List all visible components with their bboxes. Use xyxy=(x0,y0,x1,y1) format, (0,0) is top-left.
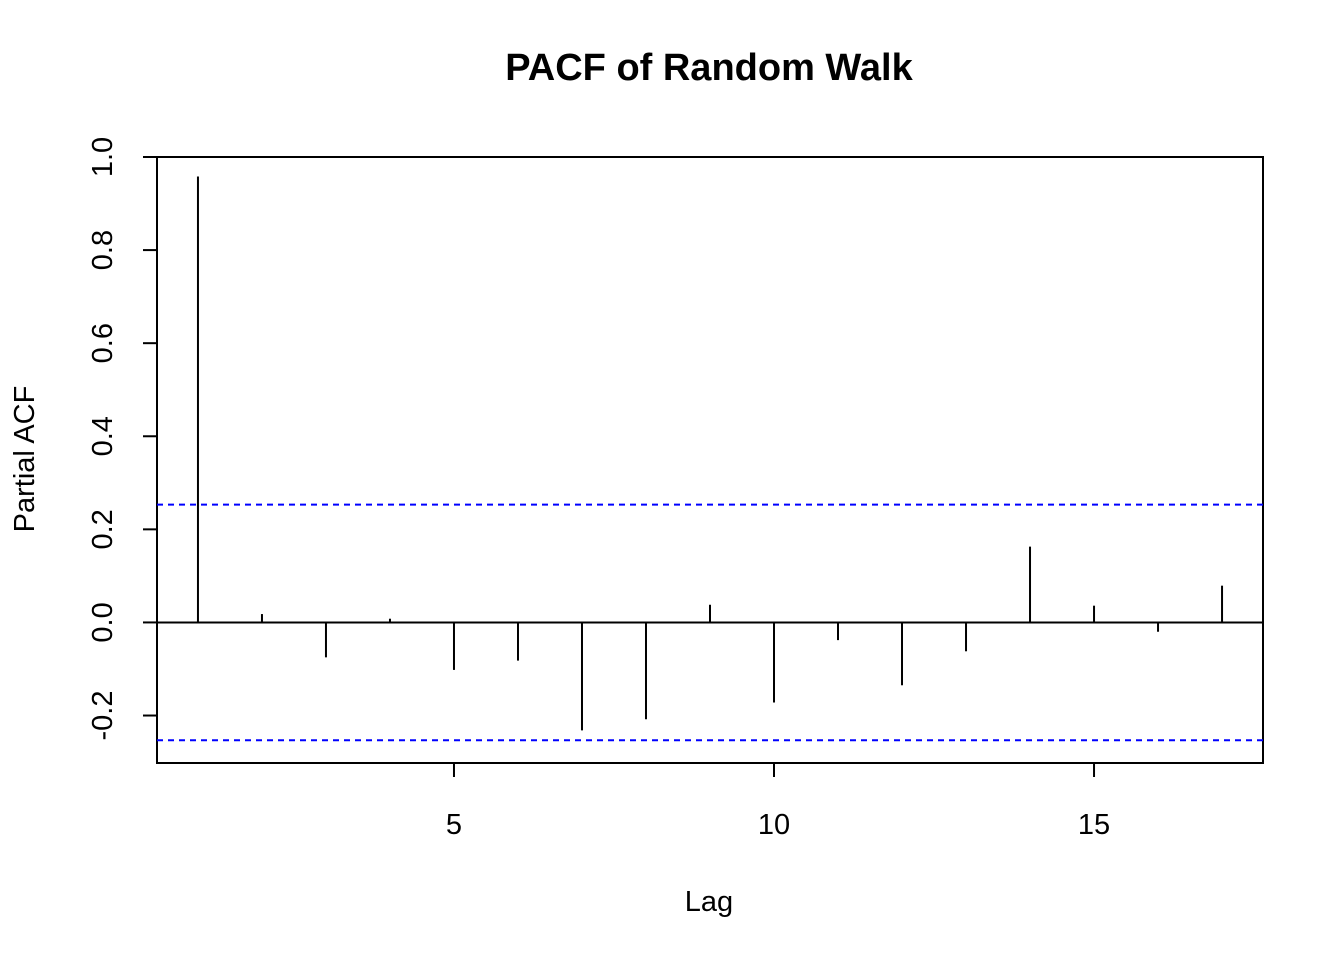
y-tick-label: -0.2 xyxy=(87,691,119,741)
x-axis-label: Lag xyxy=(685,886,733,918)
y-axis: -0.2 0.0 0.2 0.4 0.6 0.8 1.0 xyxy=(87,137,158,741)
x-tick-label: 15 xyxy=(1078,809,1110,841)
y-tick-label: 1.0 xyxy=(87,137,119,177)
y-tick-label: 0.2 xyxy=(87,509,119,549)
x-axis: 5 10 15 xyxy=(446,762,1110,841)
y-tick-label: 0.4 xyxy=(87,416,119,456)
y-tick-label: 0.0 xyxy=(87,602,119,642)
x-tick-label: 10 xyxy=(758,809,790,841)
y-axis-label: Partial ACF xyxy=(9,386,41,533)
chart-title: PACF of Random Walk xyxy=(505,47,913,89)
x-tick-label: 5 xyxy=(446,809,462,841)
y-tick-label: 0.6 xyxy=(87,323,119,363)
y-tick-label: 0.8 xyxy=(87,230,119,270)
pacf-spikes xyxy=(196,176,1224,731)
plot-frame xyxy=(156,156,1264,764)
